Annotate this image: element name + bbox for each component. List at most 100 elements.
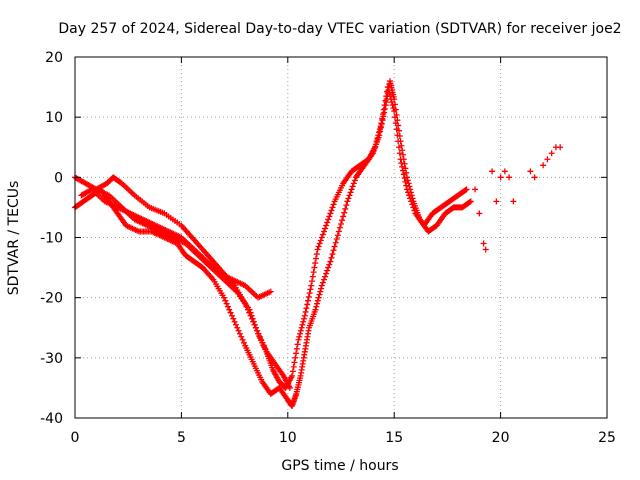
data-point bbox=[380, 113, 387, 120]
data-point bbox=[252, 324, 259, 331]
data-point bbox=[325, 264, 332, 271]
data-point bbox=[400, 156, 407, 163]
x-tick-label: 0 bbox=[71, 430, 80, 446]
data-point bbox=[235, 327, 242, 334]
data-point bbox=[323, 270, 330, 277]
data-point bbox=[305, 297, 312, 304]
data-point bbox=[236, 330, 243, 337]
data-point bbox=[297, 327, 304, 334]
data-point bbox=[224, 303, 231, 310]
data-point bbox=[376, 132, 383, 139]
data-point bbox=[325, 216, 332, 223]
x-axis-label: GPS time / hours bbox=[281, 458, 398, 474]
data-point bbox=[403, 169, 410, 176]
data-point bbox=[300, 318, 307, 325]
data-point bbox=[247, 309, 254, 316]
data-point bbox=[294, 341, 301, 348]
y-tick-label: 10 bbox=[45, 110, 63, 126]
data-point bbox=[316, 240, 323, 247]
data-point bbox=[342, 205, 349, 212]
data-point bbox=[313, 303, 320, 310]
x-tick-label: 5 bbox=[177, 430, 186, 446]
data-point bbox=[407, 186, 414, 193]
x-tick-label: 20 bbox=[492, 430, 510, 446]
data-point bbox=[396, 150, 403, 157]
data-point bbox=[293, 350, 300, 357]
data-point bbox=[297, 330, 304, 337]
data-point bbox=[232, 321, 239, 328]
data-point bbox=[318, 234, 325, 241]
data-point bbox=[394, 117, 401, 124]
data-point bbox=[312, 306, 319, 313]
data-point bbox=[345, 195, 352, 202]
data-point bbox=[223, 300, 230, 307]
data-point bbox=[343, 202, 350, 209]
data-point bbox=[324, 219, 331, 226]
data-point bbox=[347, 189, 354, 196]
data-point bbox=[333, 236, 340, 243]
data-point bbox=[531, 174, 538, 181]
data-point bbox=[249, 315, 256, 322]
y-tick-label: 0 bbox=[54, 170, 63, 186]
data-point bbox=[335, 228, 342, 235]
data-point bbox=[403, 174, 410, 181]
data-point bbox=[291, 359, 298, 366]
data-point bbox=[234, 324, 241, 331]
data-point bbox=[301, 315, 308, 322]
data-point bbox=[318, 282, 325, 289]
y-tick-label: -10 bbox=[40, 231, 63, 247]
x-tick-label: 15 bbox=[385, 430, 403, 446]
y-tick-label: -30 bbox=[40, 351, 63, 367]
data-point bbox=[305, 293, 312, 300]
data-point bbox=[407, 189, 414, 196]
data-point bbox=[391, 101, 398, 108]
chart-title: Day 257 of 2024, Sidereal Day-to-day VTE… bbox=[58, 21, 621, 37]
data-point bbox=[318, 285, 325, 292]
data-point bbox=[314, 300, 321, 307]
data-point bbox=[339, 217, 346, 224]
data-point bbox=[399, 147, 406, 154]
y-axis-label: SDTVAR / TECUs bbox=[6, 181, 22, 296]
data-point bbox=[402, 165, 409, 172]
data-point bbox=[466, 199, 473, 206]
data-point bbox=[381, 105, 388, 112]
data-point bbox=[240, 339, 247, 346]
data-point bbox=[320, 228, 327, 235]
data-points bbox=[72, 78, 564, 409]
data-point bbox=[309, 273, 316, 280]
data-point bbox=[330, 247, 337, 254]
data-point bbox=[326, 213, 333, 220]
data-point bbox=[324, 267, 331, 274]
data-point bbox=[401, 160, 408, 167]
data-point bbox=[312, 255, 319, 262]
data-point bbox=[230, 315, 237, 322]
data-point bbox=[393, 111, 400, 118]
data-point bbox=[381, 109, 388, 116]
data-point bbox=[303, 305, 310, 312]
data-point bbox=[330, 201, 337, 208]
data-point bbox=[497, 174, 504, 181]
data-point bbox=[267, 288, 274, 295]
data-point bbox=[379, 117, 386, 124]
data-point bbox=[493, 198, 500, 205]
data-point bbox=[327, 258, 334, 265]
data-point bbox=[226, 306, 233, 313]
data-point bbox=[463, 186, 470, 193]
data-point bbox=[409, 195, 416, 202]
y-tick-label: -40 bbox=[40, 411, 63, 427]
data-point bbox=[295, 336, 302, 343]
y-tick-label: 20 bbox=[45, 50, 63, 66]
data-point bbox=[397, 138, 404, 145]
data-point bbox=[312, 260, 319, 267]
data-point bbox=[349, 183, 356, 190]
x-tick-label: 25 bbox=[598, 430, 616, 446]
data-point bbox=[238, 333, 245, 340]
data-point bbox=[311, 264, 318, 271]
data-point bbox=[298, 324, 305, 331]
data-point bbox=[462, 187, 469, 194]
data-point bbox=[408, 192, 415, 199]
data-point bbox=[289, 368, 296, 375]
data-point bbox=[348, 186, 355, 193]
data-point bbox=[329, 204, 336, 211]
